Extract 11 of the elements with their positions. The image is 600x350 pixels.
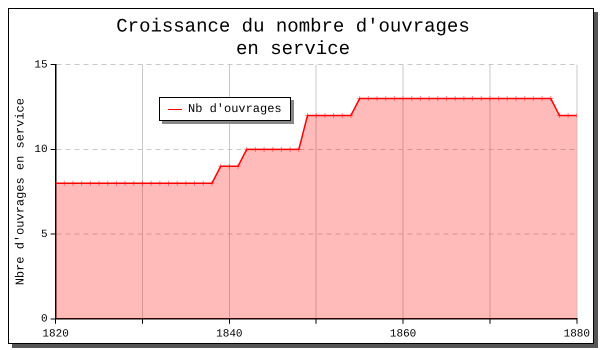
- y-tick-label: 10: [34, 144, 48, 156]
- y-axis-title: Nbre d'ouvrages en service: [13, 98, 28, 286]
- x-tick-label: 1820: [42, 328, 69, 340]
- legend-label: Nb d'ouvrages: [188, 102, 282, 116]
- y-tick-label: 15: [34, 60, 48, 72]
- y-tick-label: 5: [40, 228, 48, 241]
- x-tick-label: 1840: [216, 328, 243, 340]
- x-tick-label: 1880: [564, 328, 590, 340]
- x-tick-label: 1860: [390, 328, 416, 340]
- y-tick-label: 0: [40, 314, 48, 326]
- chart-title: Croissance du nombre d'ouvrages en service: [116, 15, 470, 60]
